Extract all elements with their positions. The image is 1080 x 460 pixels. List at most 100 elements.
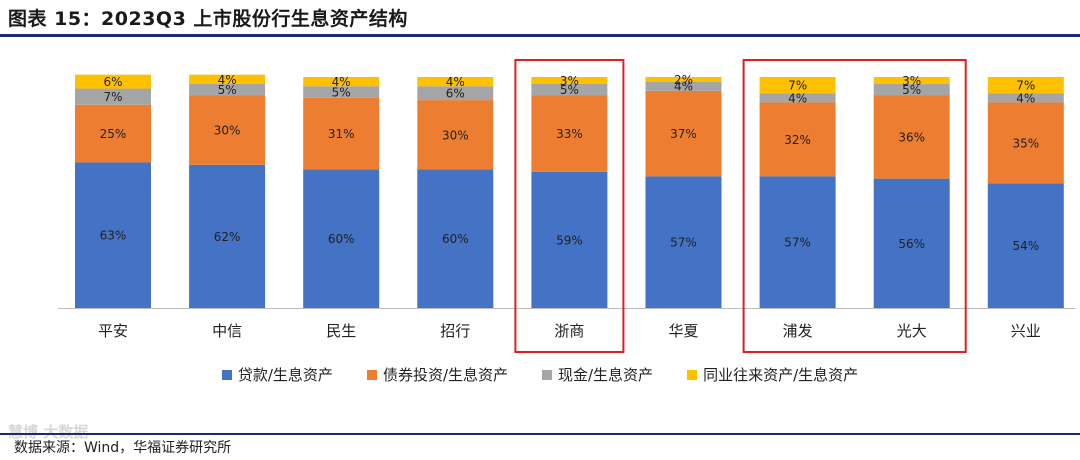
bar-cash-6 bbox=[759, 93, 836, 103]
bar-cash-7 bbox=[873, 83, 950, 96]
legend-item-interbank: 同业往来资产/生息资产 bbox=[687, 364, 858, 385]
category-label-8: 兴业 bbox=[1011, 322, 1041, 340]
bar-interbank-4 bbox=[531, 77, 608, 84]
bar-loans-7 bbox=[873, 178, 950, 308]
data-label-loans-5: 57% bbox=[670, 236, 697, 250]
data-label-interbank-3: 4% bbox=[446, 75, 465, 89]
bar-bonds-8 bbox=[987, 102, 1064, 184]
data-label-cash-5: 4% bbox=[674, 80, 693, 94]
footer-divider bbox=[0, 433, 1080, 435]
data-label-bonds-1: 30% bbox=[214, 124, 241, 138]
bar-interbank-8 bbox=[987, 77, 1064, 94]
data-label-loans-8: 54% bbox=[1012, 239, 1039, 253]
data-label-loans-2: 60% bbox=[328, 232, 355, 246]
bar-bonds-5 bbox=[645, 90, 722, 177]
legend-label-bonds: 债券投资/生息资产 bbox=[382, 366, 508, 384]
bar-loans-3 bbox=[417, 169, 494, 308]
legend-label-loans: 贷款/生息资产 bbox=[237, 366, 333, 384]
category-label-0: 平安 bbox=[98, 322, 128, 340]
bar-cash-0 bbox=[75, 88, 151, 105]
data-label-interbank-0: 6% bbox=[103, 75, 122, 89]
data-label-cash-8: 4% bbox=[1016, 91, 1035, 105]
data-label-bonds-8: 35% bbox=[1012, 136, 1039, 150]
bar-loans-4 bbox=[531, 171, 608, 308]
category-label-5: 华夏 bbox=[668, 322, 698, 340]
data-label-loans-1: 62% bbox=[214, 230, 241, 244]
bar-loans-2 bbox=[303, 169, 380, 308]
bar-interbank-0 bbox=[75, 74, 151, 89]
legend-item-bonds: 债券投资/生息资产 bbox=[366, 364, 508, 385]
category-label-1: 中信 bbox=[212, 322, 242, 340]
title-divider bbox=[0, 34, 1080, 37]
bar-interbank-2 bbox=[303, 77, 380, 87]
data-label-bonds-3: 30% bbox=[442, 128, 469, 142]
legend-item-cash: 现金/生息资产 bbox=[542, 364, 653, 385]
data-label-interbank-4: 3% bbox=[560, 74, 579, 88]
category-label-7: 光大 bbox=[897, 322, 927, 340]
legend-item-loans: 贷款/生息资产 bbox=[221, 364, 333, 385]
bar-bonds-7 bbox=[873, 95, 950, 179]
source-note: 数据来源：Wind，华福证券研究所 bbox=[14, 440, 232, 456]
data-label-cash-1: 5% bbox=[218, 83, 237, 97]
data-label-loans-7: 56% bbox=[898, 237, 925, 251]
bar-bonds-3 bbox=[417, 100, 494, 170]
bar-bonds-2 bbox=[303, 97, 380, 170]
data-label-bonds-0: 25% bbox=[100, 127, 127, 141]
data-label-cash-0: 7% bbox=[103, 90, 122, 104]
data-label-interbank-8: 7% bbox=[1016, 79, 1035, 93]
bar-bonds-0 bbox=[75, 104, 151, 163]
highlight-box-1 bbox=[742, 59, 967, 353]
data-label-loans-3: 60% bbox=[442, 232, 469, 246]
legend-swatch-loans bbox=[221, 369, 232, 380]
bar-interbank-5 bbox=[645, 77, 722, 82]
data-label-cash-3: 6% bbox=[446, 87, 465, 101]
data-label-cash-4: 5% bbox=[560, 83, 579, 97]
bar-interbank-7 bbox=[873, 77, 950, 84]
legend-label-interbank: 同业往来资产/生息资产 bbox=[703, 366, 859, 384]
legend-label-cash: 现金/生息资产 bbox=[558, 366, 654, 384]
legend-swatch-bonds bbox=[366, 369, 377, 380]
bar-cash-2 bbox=[303, 86, 380, 98]
data-label-loans-6: 57% bbox=[784, 236, 811, 250]
page-title: 图表 15：2023Q3 上市股份行生息资产结构 bbox=[8, 8, 408, 30]
data-label-loans-0: 63% bbox=[100, 229, 127, 243]
bar-cash-3 bbox=[417, 86, 494, 101]
bar-cash-8 bbox=[987, 93, 1064, 103]
data-label-cash-2: 5% bbox=[332, 86, 351, 100]
bar-loans-6 bbox=[759, 176, 836, 308]
bar-interbank-3 bbox=[417, 77, 494, 87]
data-label-bonds-5: 37% bbox=[670, 127, 697, 141]
category-label-6: 浦发 bbox=[783, 322, 813, 340]
data-label-bonds-2: 31% bbox=[328, 127, 355, 141]
data-label-cash-6: 4% bbox=[788, 91, 807, 105]
data-label-interbank-7: 3% bbox=[902, 74, 921, 88]
bar-loans-0 bbox=[75, 162, 151, 308]
chart-legend: 贷款/生息资产 债券投资/生息资产 现金/生息资产 同业往来资产/生息资产 bbox=[0, 364, 1080, 385]
bar-cash-1 bbox=[189, 83, 266, 96]
bar-loans-1 bbox=[189, 164, 266, 308]
bar-loans-8 bbox=[987, 183, 1064, 308]
bar-interbank-6 bbox=[759, 77, 836, 94]
category-label-2: 民生 bbox=[326, 322, 356, 340]
bar-interbank-1 bbox=[189, 74, 266, 84]
data-label-interbank-6: 7% bbox=[788, 79, 807, 93]
bar-cash-4 bbox=[531, 83, 608, 96]
bar-cash-5 bbox=[645, 81, 722, 91]
watermark-text: 慧博 大数据 bbox=[8, 423, 89, 441]
bar-bonds-4 bbox=[531, 95, 608, 172]
data-label-bonds-4: 33% bbox=[556, 127, 583, 141]
highlight-box-0 bbox=[514, 59, 625, 353]
data-label-bonds-7: 36% bbox=[898, 131, 925, 145]
category-label-3: 招行 bbox=[440, 322, 470, 340]
data-label-interbank-5: 2% bbox=[674, 73, 693, 87]
bar-loans-5 bbox=[645, 176, 722, 308]
stacked-bar-chart: 63%25%7%6%平安62%30%5%4%中信60%31%5%4%民生60%3… bbox=[58, 59, 1075, 353]
category-label-4: 浙商 bbox=[554, 322, 584, 340]
data-label-loans-4: 59% bbox=[556, 233, 583, 247]
data-label-bonds-6: 32% bbox=[784, 133, 811, 147]
bar-bonds-1 bbox=[189, 95, 266, 165]
data-label-interbank-1: 4% bbox=[218, 73, 237, 87]
data-label-interbank-2: 4% bbox=[332, 75, 351, 89]
bar-bonds-6 bbox=[759, 102, 836, 177]
data-label-cash-7: 5% bbox=[902, 83, 921, 97]
